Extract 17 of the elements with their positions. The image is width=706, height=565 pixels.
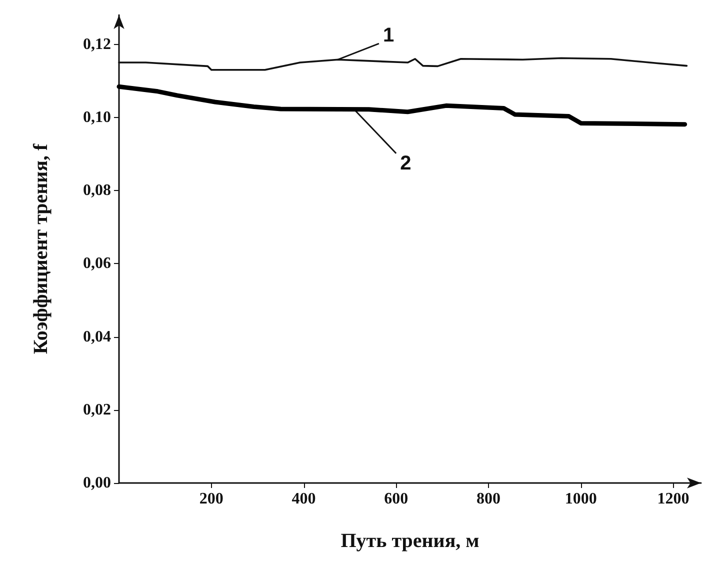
x-tick-label: 400 <box>292 490 316 508</box>
y-tick-label: 0,02 <box>83 401 111 418</box>
x-tick-label: 200 <box>199 490 224 508</box>
y-tick-label: 0,00 <box>83 474 111 492</box>
y-tick-label: 0,06 <box>83 255 111 272</box>
y-tick-label: 0,08 <box>83 182 111 199</box>
y-tick-label: 0,12 <box>83 36 111 53</box>
annotation: 2 <box>400 152 412 174</box>
y-tick-label: 0,10 <box>83 108 111 126</box>
annotation: 1 <box>382 24 394 47</box>
x-tick-label: 1000 <box>564 490 597 508</box>
x-axis-title: Путь трения, м <box>340 530 480 552</box>
x-tick-label: 1200 <box>657 490 690 508</box>
y-tick-label: 0,04 <box>83 328 111 346</box>
x-tick-label: 600 <box>384 490 408 508</box>
x-tick-label: 800 <box>476 490 501 508</box>
y-axis-title: Коэффициент трения, f <box>30 143 52 354</box>
